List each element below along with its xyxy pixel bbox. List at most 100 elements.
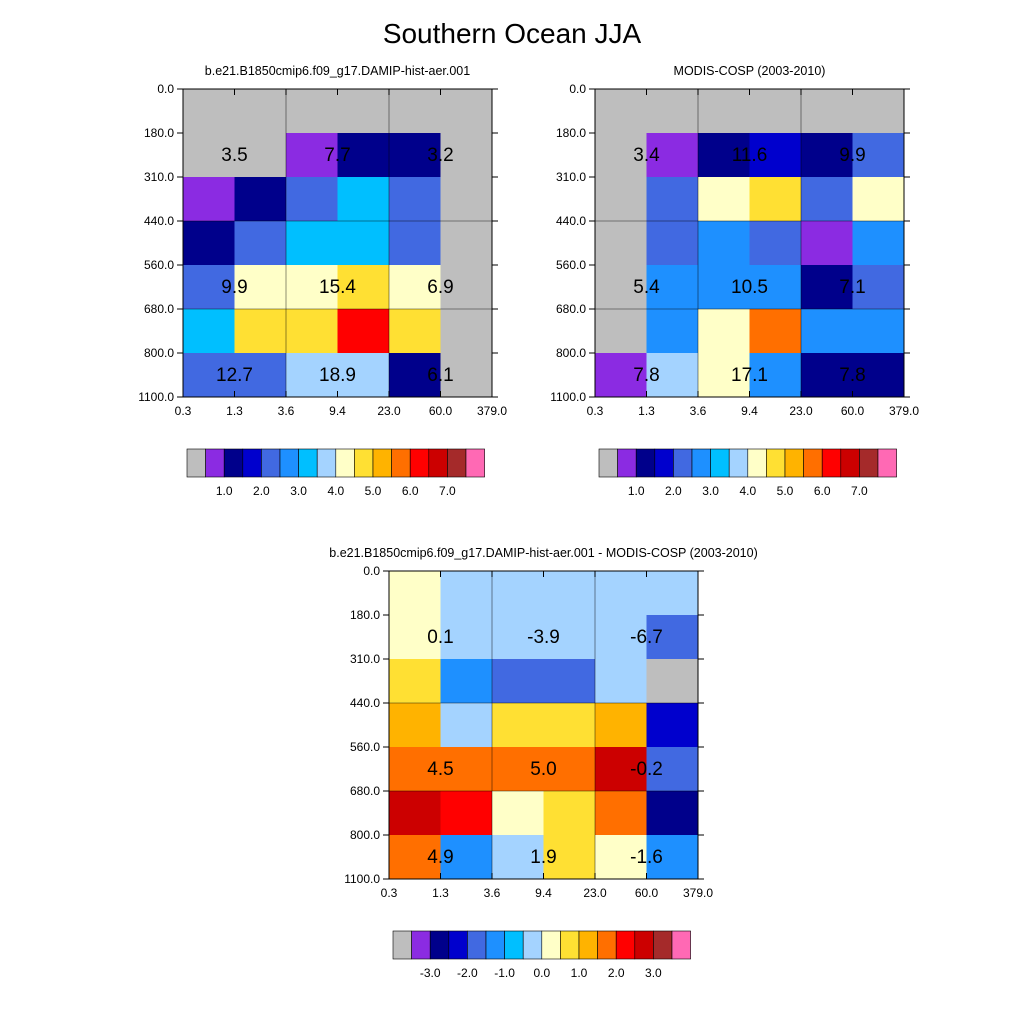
y-tick-label: 800.0 (556, 346, 586, 360)
figure-title: Southern Ocean JJA (382, 18, 642, 49)
colorbar-box (448, 930, 468, 960)
heatmap-cell (389, 615, 441, 660)
heatmap-cell (749, 265, 802, 310)
heatmap-cell (852, 133, 905, 178)
y-tick-label: 310.0 (556, 170, 586, 184)
cell-value-label: 7.7 (324, 145, 350, 166)
y-tick-label: 560.0 (350, 740, 380, 754)
colorbar-label: 7.0 (851, 484, 868, 498)
cell-value-label: 3.2 (427, 145, 453, 166)
heatmap-cell (801, 177, 853, 222)
heatmap-cell (543, 659, 596, 704)
heatmap-cell (543, 835, 596, 880)
colorbar-box (447, 448, 467, 478)
heatmap-cell (646, 309, 699, 354)
colorbar-box (635, 448, 656, 478)
colorbar-box (372, 448, 392, 478)
colorbar-box (504, 930, 524, 960)
heatmap-cell (646, 221, 699, 266)
heatmap-cell (543, 571, 596, 616)
y-tick-label: 0.0 (363, 564, 380, 578)
y-tick-label: 800.0 (144, 346, 174, 360)
heatmap-cell (440, 133, 493, 178)
heatmap-cell (646, 89, 699, 134)
heatmap-cell (492, 659, 544, 704)
heatmap-cell (183, 221, 235, 266)
colorbar-box (766, 448, 786, 478)
heatmap-cell (595, 133, 647, 178)
y-tick-label: 1100.0 (138, 390, 174, 404)
heatmap-cell (492, 571, 544, 616)
heatmap-cell (337, 353, 390, 398)
heatmap-cell (595, 265, 647, 310)
y-tick-label: 440.0 (556, 214, 586, 228)
colorbar-box (409, 448, 430, 478)
y-tick-label: 0.0 (157, 82, 174, 96)
heatmap-cell (801, 221, 853, 266)
heatmap-cell (440, 571, 493, 616)
heatmap-cell (801, 265, 853, 310)
cell-value-label: 15.4 (319, 277, 356, 298)
colorbar-label: 3.0 (702, 484, 719, 498)
x-tick-label: 1.3 (638, 404, 655, 418)
heatmap-cell (286, 177, 338, 222)
x-tick-label: 9.4 (535, 886, 552, 900)
colorbar: -3.0 -2.0 -1.0 0.0 1.0 2.0 3.0 (392, 930, 691, 980)
heatmap-cell (183, 89, 235, 134)
heatmap-panel-model: b.e21.B1850cmip6.f09_g17.DAMIP-hist-aer.… (138, 64, 507, 498)
colorbar-box (279, 448, 299, 478)
cell-value-label: -0.2 (630, 759, 663, 780)
heatmap-cell (183, 177, 235, 222)
heatmap-cell (646, 615, 699, 660)
heatmap-cell (492, 747, 544, 792)
heatmap-cell (698, 133, 750, 178)
heatmap-cell (183, 133, 235, 178)
heatmap-cell (440, 177, 493, 222)
x-tick-label: 23.0 (377, 404, 401, 418)
panel-title: b.e21.B1850cmip6.f09_g17.DAMIP-hist-aer.… (205, 64, 470, 78)
y-tick-label: 310.0 (144, 170, 174, 184)
heatmap-cell (698, 89, 750, 134)
heatmap-cell (595, 353, 647, 398)
colorbar-box (710, 448, 730, 478)
heatmap-cell (749, 177, 802, 222)
heatmap-cell (646, 133, 699, 178)
colorbar-box (747, 448, 767, 478)
heatmap-cell (286, 89, 338, 134)
colorbar-box (186, 448, 206, 478)
colorbar-box (673, 448, 693, 478)
y-tick-label: 680.0 (350, 784, 380, 798)
cell-value-label: -6.7 (630, 627, 663, 648)
colorbar-box (691, 448, 711, 478)
colorbar-label: 2.0 (253, 484, 270, 498)
heatmap-cell (698, 265, 750, 310)
colorbar-box (634, 930, 654, 960)
heatmap-cell (183, 309, 235, 354)
y-tick-label: 560.0 (556, 258, 586, 272)
heatmap-cell (389, 571, 441, 616)
x-tick-label: 60.0 (635, 886, 659, 900)
cell-value-label: 4.9 (427, 847, 453, 868)
heatmap-cell (646, 791, 699, 836)
heatmap-cell (337, 221, 390, 266)
heatmap-cell (440, 835, 493, 880)
colorbar-box (615, 930, 636, 960)
y-tick-label: 180.0 (144, 126, 174, 140)
heatmap-cell (234, 133, 287, 178)
heatmap-cell (234, 353, 287, 398)
heatmap-cell (389, 791, 441, 836)
heatmap-cell (543, 615, 596, 660)
heatmap-cell (234, 177, 287, 222)
colorbar-label: 1.0 (571, 966, 588, 980)
colorbar-box (598, 448, 618, 478)
cell-value-label: 6.9 (427, 277, 453, 298)
cell-value-label: 10.5 (731, 277, 768, 298)
y-tick-label: 0.0 (569, 82, 586, 96)
colorbar-box (859, 448, 879, 478)
heatmap-cell (646, 747, 699, 792)
heatmap-panel-obs: MODIS-COSP (2003-2010) 0.3 1.3 3.6 9.4 23.0 60… (550, 64, 919, 498)
heatmap-cell (698, 353, 750, 398)
colorbar-box (522, 930, 543, 960)
colorbar-label: 0.0 (533, 966, 550, 980)
